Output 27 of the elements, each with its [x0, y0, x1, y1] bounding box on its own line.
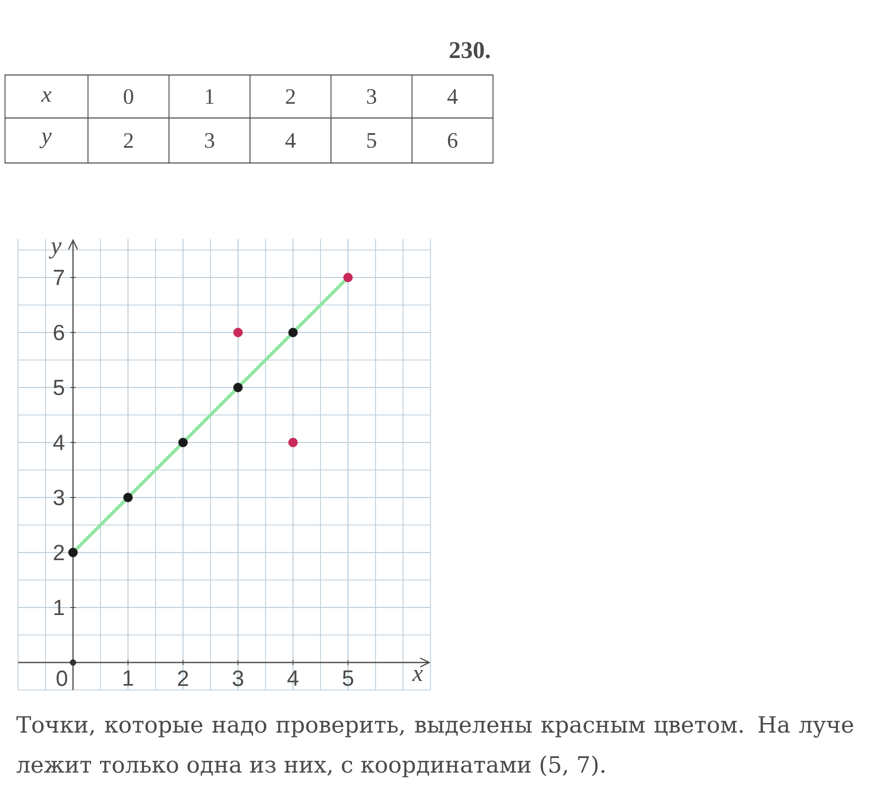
x-tick-label: 3	[232, 670, 244, 686]
y-tick-label: 6	[54, 324, 64, 340]
text: Точки, которые надо проверить, выделены красным цветом. На луче лежит только одна из них, с координатами (5, 7).	[16, 716, 854, 778]
x-axis-title: x	[41, 91, 52, 102]
y-tick-label: 2	[54, 544, 64, 560]
data-label: 4	[285, 133, 296, 148]
x-axis-title: x	[412, 670, 423, 682]
y-tick-label: 7	[54, 270, 64, 286]
x-tick-label: 2	[286, 89, 295, 104]
x-tick-label: 1	[206, 89, 214, 104]
x-tick-label: 0	[124, 89, 134, 104]
x-tick-label: 3	[367, 89, 376, 104]
data-label: 6	[448, 133, 458, 148]
data-label: 5	[367, 133, 376, 148]
x-tick-label: 0	[56, 670, 68, 686]
x-tick-label: 4	[447, 89, 458, 104]
y-tick-label: 5	[54, 380, 64, 396]
x-tick-label: 4	[287, 670, 298, 686]
x-tick-label: 5	[342, 670, 354, 686]
x-tick-label: 2	[178, 670, 188, 686]
x-tick-label: 1	[124, 670, 134, 686]
y-tick-label: 1	[54, 600, 64, 616]
data-label: 3	[205, 133, 214, 148]
y-tick-label: 3	[54, 490, 64, 506]
chart-title: 230.	[450, 42, 490, 58]
data-label: 2	[124, 133, 133, 148]
y-tick-label: 4	[53, 434, 64, 450]
